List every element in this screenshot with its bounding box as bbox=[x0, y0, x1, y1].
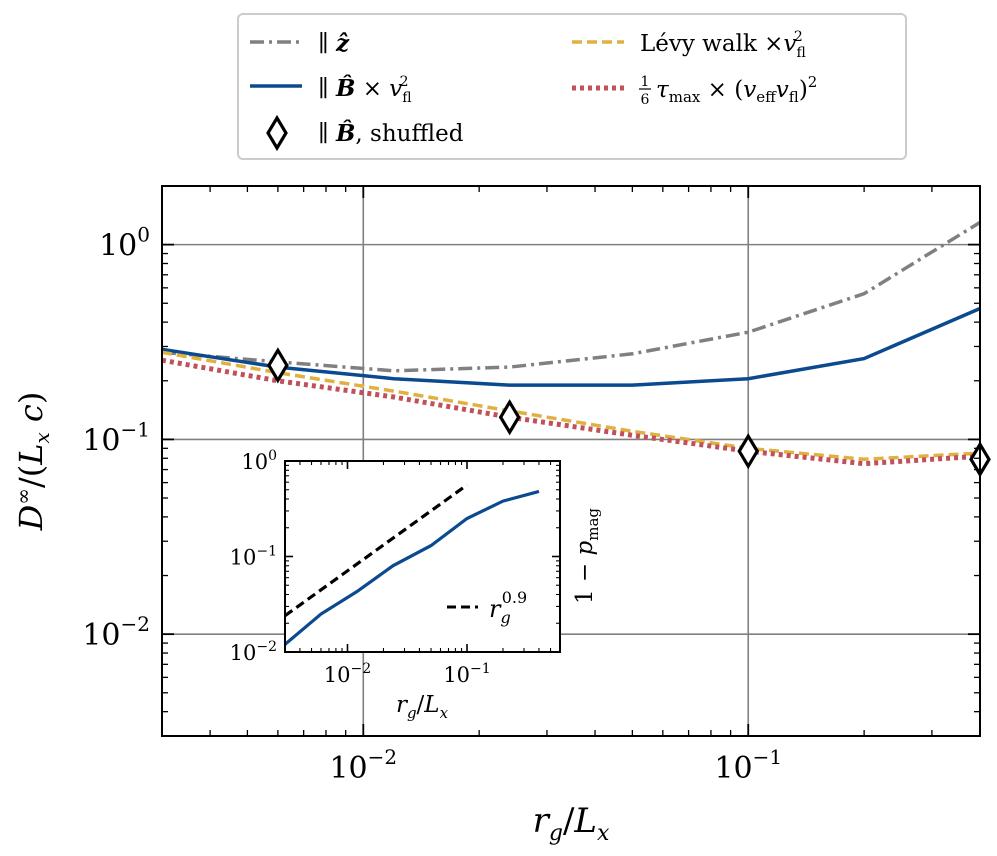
inset-series bbox=[283, 483, 540, 646]
inset-ticks: 10−2 10−1 10−2 10−1 100 bbox=[230, 448, 560, 687]
series-line-z bbox=[161, 220, 981, 373]
legend-label-tau: 1 6 τmax × (veffvfl)2 bbox=[639, 73, 817, 108]
inset-x-axis-label: rg/Lx bbox=[396, 692, 449, 722]
marker-shuf-2 bbox=[737, 433, 760, 470]
inset-legend: rg0.9 bbox=[447, 588, 527, 627]
legend-swatch-shuffled bbox=[266, 114, 288, 152]
legend-label-levy: Lévy walk ×vfl2 bbox=[640, 29, 806, 61]
inset-y-tick-label-1: 10−1 bbox=[230, 544, 277, 570]
inset-y-tick-label-2: 100 bbox=[241, 448, 277, 474]
main-y-tick-label-1: 10−1 bbox=[82, 417, 150, 458]
series-line-levy bbox=[161, 350, 981, 462]
series-line-tau bbox=[161, 357, 981, 467]
inset-plot: 10−2 10−1 10−2 10−1 100 rg0.9 rg/Lx 1 − pmag bbox=[230, 448, 602, 722]
legend-label-b: ∥ B̂ × vfl2 bbox=[318, 74, 412, 106]
legend: ∥ ẑ ∥ B̂ × vfl2 ∥ B̂, shuffled Lévy walk… bbox=[237, 13, 907, 160]
main-x-axis-label: rg/Lx bbox=[533, 801, 610, 846]
inset-legend-label-fit: rg0.9 bbox=[489, 588, 527, 627]
main-x-tick-label-1: 10−1 bbox=[714, 745, 782, 786]
inset-x-tick-label-0: 10−2 bbox=[324, 661, 371, 687]
legend-label-shuffled: ∥ B̂, shuffled bbox=[318, 120, 464, 147]
marker-shuf-0 bbox=[267, 347, 289, 384]
main-series bbox=[161, 220, 991, 478]
svg-text:6: 6 bbox=[641, 92, 650, 108]
svg-text:τmax × (veffvfl)2: τmax × (veffvfl)2 bbox=[656, 73, 817, 106]
main-ticks: 10−2 10−1 10−2 10−1 100 bbox=[82, 186, 980, 786]
legend-label-z: ∥ ẑ bbox=[318, 30, 350, 57]
series-line-b bbox=[161, 306, 981, 387]
main-y-tick-label-2: 100 bbox=[99, 223, 150, 264]
main-y-axis-label: D∞/(Lx c) bbox=[11, 392, 54, 532]
series-line-pmag bbox=[283, 489, 540, 646]
inset-y-axis-label: 1 − pmag bbox=[572, 508, 602, 604]
inset-background bbox=[285, 461, 560, 652]
svg-text:1: 1 bbox=[641, 74, 650, 90]
main-y-tick-label-0: 10−2 bbox=[82, 612, 150, 653]
series-line-fit bbox=[284, 483, 468, 617]
main-x-tick-label-0: 10−2 bbox=[329, 745, 397, 786]
main-axes-frame bbox=[161, 185, 981, 737]
marker-shuf-1 bbox=[498, 399, 521, 436]
inset-y-tick-label-0: 10−2 bbox=[230, 639, 277, 665]
inset-x-tick-label-1: 10−1 bbox=[443, 661, 490, 687]
